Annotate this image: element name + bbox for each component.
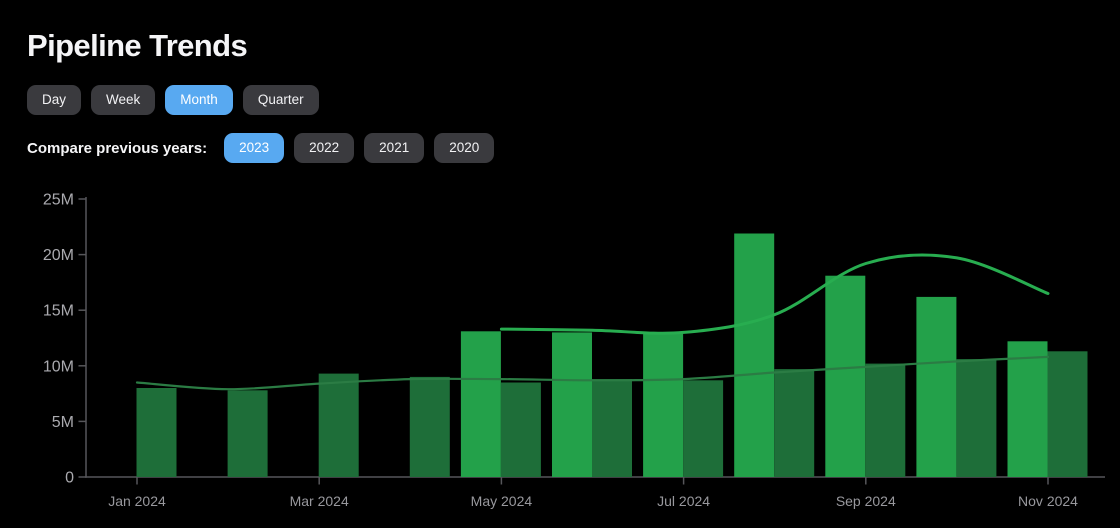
bar-previous-year-2023-bars-Feb-2024[interactable] bbox=[227, 390, 268, 477]
bar-series-current-period-bars bbox=[460, 233, 1048, 478]
compare-year-2021[interactable]: 2021 bbox=[364, 133, 425, 163]
page-title: Pipeline Trends bbox=[27, 28, 248, 63]
bar-previous-year-2023-bars-Apr-2024[interactable] bbox=[409, 376, 450, 477]
bar-previous-year-2023-bars-Mar-2024[interactable] bbox=[318, 373, 359, 477]
x-tick-label: Jul 2024 bbox=[657, 493, 710, 509]
y-tick-label: 25M bbox=[43, 192, 74, 209]
x-tick-label: Jan 2024 bbox=[108, 493, 166, 509]
bar-current-period-bars-Jul-2024[interactable] bbox=[643, 333, 684, 477]
compare-year-2022[interactable]: 2022 bbox=[294, 133, 355, 163]
bar-current-period-bars-Jun-2024[interactable] bbox=[552, 332, 592, 477]
x-axis-labels: Jan 2024 Mar 2024 May 2024 Jul 2024 Sep 2024… bbox=[108, 493, 1078, 509]
bar-current-period-bars-Oct-2024[interactable] bbox=[916, 296, 957, 477]
bar-previous-year-2023-bars-Jan-2024[interactable] bbox=[136, 388, 177, 477]
bar-previous-year-2023-bars-Sep-2024[interactable] bbox=[865, 363, 906, 477]
bar-series-previous-year-2023-bars bbox=[136, 351, 1088, 478]
bar-previous-year-2023-bars-Aug-2024[interactable] bbox=[774, 369, 815, 477]
bar-current-period-bars-May-2024[interactable] bbox=[460, 331, 501, 477]
bar-current-period-bars-Nov-2024[interactable] bbox=[1007, 341, 1048, 477]
bar-previous-year-2023-bars-Nov-2024[interactable] bbox=[1047, 351, 1088, 477]
trend-line-current-trend-line bbox=[499, 253, 1050, 335]
compare-year-2023[interactable]: 2023 bbox=[224, 133, 285, 163]
bar-previous-year-2023-bars-Jul-2024[interactable] bbox=[683, 380, 724, 477]
period-tab-month[interactable]: Month bbox=[165, 85, 233, 115]
y-tick-label: 20M bbox=[43, 247, 74, 264]
y-axis-labels: 0 5M 10M 15M 20M 25M bbox=[43, 192, 74, 487]
compare-year-selector: Compare previous years: 2023 2022 2021 2020 bbox=[27, 133, 495, 163]
y-tick-label: 10M bbox=[43, 358, 74, 375]
x-tick-label: Sep 2024 bbox=[836, 493, 896, 509]
trend-line-previous-year-trend-line bbox=[135, 355, 1050, 391]
bar-current-period-bars-Aug-2024[interactable] bbox=[734, 233, 775, 478]
x-tick-label: Mar 2024 bbox=[290, 493, 349, 509]
y-tick-label: 15M bbox=[43, 303, 74, 320]
compare-year-2020[interactable]: 2020 bbox=[434, 133, 495, 163]
y-tick-label: 5M bbox=[52, 414, 74, 431]
period-selector: Day Week Month Quarter bbox=[27, 85, 319, 115]
x-tick-label: Nov 2024 bbox=[1018, 493, 1078, 509]
period-tab-week[interactable]: Week bbox=[91, 85, 156, 115]
y-tick-label: 0 bbox=[65, 470, 74, 487]
bar-previous-year-2023-bars-Jun-2024[interactable] bbox=[592, 379, 632, 477]
period-tab-day[interactable]: Day bbox=[27, 85, 82, 115]
bar-current-period-bars-Sep-2024[interactable] bbox=[825, 275, 866, 477]
period-tab-quarter[interactable]: Quarter bbox=[242, 85, 319, 115]
compare-years-label: Compare previous years: bbox=[27, 139, 208, 157]
bar-previous-year-2023-bars-Oct-2024[interactable] bbox=[956, 359, 997, 477]
x-tick-label: May 2024 bbox=[471, 493, 533, 509]
bar-previous-year-2023-bars-May-2024[interactable] bbox=[500, 382, 541, 478]
